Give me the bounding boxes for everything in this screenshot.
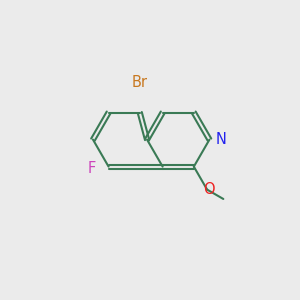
Text: O: O	[203, 182, 214, 197]
Text: F: F	[88, 160, 96, 175]
Text: N: N	[216, 132, 227, 147]
Text: Br: Br	[132, 75, 148, 90]
